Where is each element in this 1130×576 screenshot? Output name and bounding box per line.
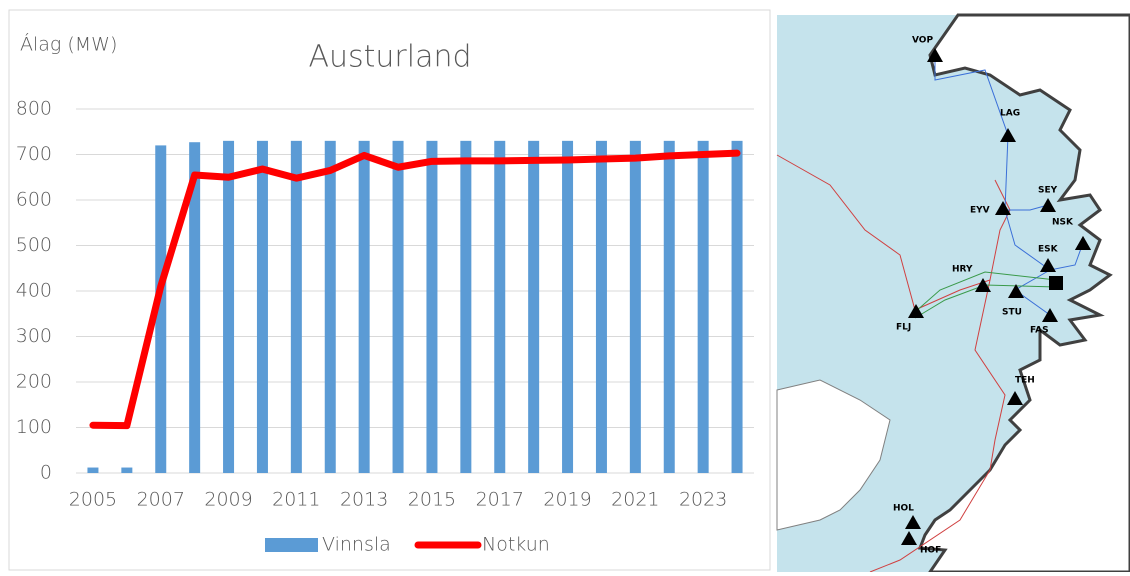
y-tick-label: 600 bbox=[16, 189, 52, 211]
x-tick-label: 2023 bbox=[679, 489, 727, 511]
legend-swatch bbox=[265, 538, 318, 552]
bar bbox=[358, 140, 370, 473]
legend-label: Vinnsla bbox=[322, 534, 391, 556]
x-tick-label: 2009 bbox=[204, 489, 252, 511]
station-label: FAS bbox=[1030, 326, 1049, 336]
station-icon bbox=[927, 48, 943, 62]
station-icon bbox=[905, 515, 921, 529]
station-icon bbox=[1042, 308, 1058, 322]
bar bbox=[663, 140, 675, 473]
y-axis-label: Álag (MW) bbox=[20, 33, 117, 56]
station-label: HOF bbox=[920, 546, 941, 556]
station-label: TEH bbox=[1015, 376, 1035, 386]
station-label: FLJ bbox=[896, 323, 911, 333]
station-icon bbox=[1075, 236, 1091, 250]
y-tick-label: 700 bbox=[16, 143, 52, 165]
y-tick-label: 0 bbox=[40, 462, 52, 484]
bar bbox=[87, 467, 99, 473]
station-label: LAG bbox=[1000, 109, 1020, 119]
x-tick-label: 2005 bbox=[69, 489, 117, 511]
bar bbox=[629, 140, 641, 473]
station-label: VOP bbox=[912, 36, 933, 46]
x-tick-label: 2011 bbox=[272, 489, 320, 511]
x-tick-label: 2017 bbox=[476, 489, 524, 511]
y-tick-label: 300 bbox=[16, 325, 52, 347]
bar bbox=[731, 140, 743, 473]
y-tick-label: 100 bbox=[16, 416, 52, 438]
sea-coastline bbox=[917, 13, 1130, 574]
station-icon bbox=[1000, 128, 1016, 142]
bar bbox=[494, 140, 506, 473]
x-tick-label: 2019 bbox=[543, 489, 591, 511]
bar bbox=[324, 140, 336, 473]
station-icon bbox=[1040, 198, 1056, 212]
station-icon bbox=[995, 201, 1011, 215]
y-tick-label: 500 bbox=[16, 234, 52, 256]
bar bbox=[290, 140, 302, 473]
bar bbox=[256, 140, 268, 473]
bar bbox=[121, 467, 133, 473]
x-tick-label: 2007 bbox=[137, 489, 185, 511]
bar bbox=[392, 140, 404, 473]
chart-title: Austurland bbox=[308, 40, 471, 75]
station-label: SEY bbox=[1038, 186, 1058, 196]
station-icon bbox=[1008, 284, 1024, 298]
station-icon bbox=[975, 278, 991, 292]
y-tick-label: 800 bbox=[16, 98, 52, 120]
bar bbox=[528, 140, 540, 473]
station-label: STU bbox=[1002, 308, 1022, 318]
station-label: ESK bbox=[1038, 245, 1059, 255]
station-icon bbox=[901, 531, 917, 545]
station-label: EYV bbox=[970, 206, 990, 216]
transmission-red bbox=[776, 154, 1011, 573]
bar bbox=[595, 140, 607, 473]
station-label: HRY bbox=[952, 265, 973, 275]
line bbox=[89, 149, 741, 430]
x-tick-label: 2013 bbox=[340, 489, 388, 511]
station-icon bbox=[1040, 258, 1056, 272]
bar bbox=[697, 140, 709, 473]
map: VOP LAG SEY EYV NSK ESK HRY STU FLJ FAS TEH HOL HOF bbox=[776, 13, 1130, 574]
bar bbox=[426, 140, 438, 473]
y-tick-label: 200 bbox=[16, 371, 52, 393]
bar bbox=[223, 140, 235, 473]
station-icon bbox=[1007, 391, 1023, 405]
y-tick-label: 400 bbox=[16, 280, 52, 302]
station-label: HOL bbox=[893, 504, 914, 514]
chart-frame bbox=[8, 9, 771, 571]
glacier bbox=[776, 379, 891, 531]
substation bbox=[1049, 276, 1063, 290]
bar bbox=[189, 142, 201, 473]
bar bbox=[460, 140, 472, 473]
bar bbox=[155, 145, 167, 473]
bar bbox=[562, 140, 574, 473]
station-label: NSK bbox=[1052, 218, 1074, 228]
station-icon bbox=[908, 304, 924, 318]
x-tick-label: 2015 bbox=[408, 489, 456, 511]
legend-label: Notkun bbox=[482, 534, 550, 556]
transmission-green bbox=[914, 271, 1057, 319]
x-tick-label: 2021 bbox=[611, 489, 659, 511]
